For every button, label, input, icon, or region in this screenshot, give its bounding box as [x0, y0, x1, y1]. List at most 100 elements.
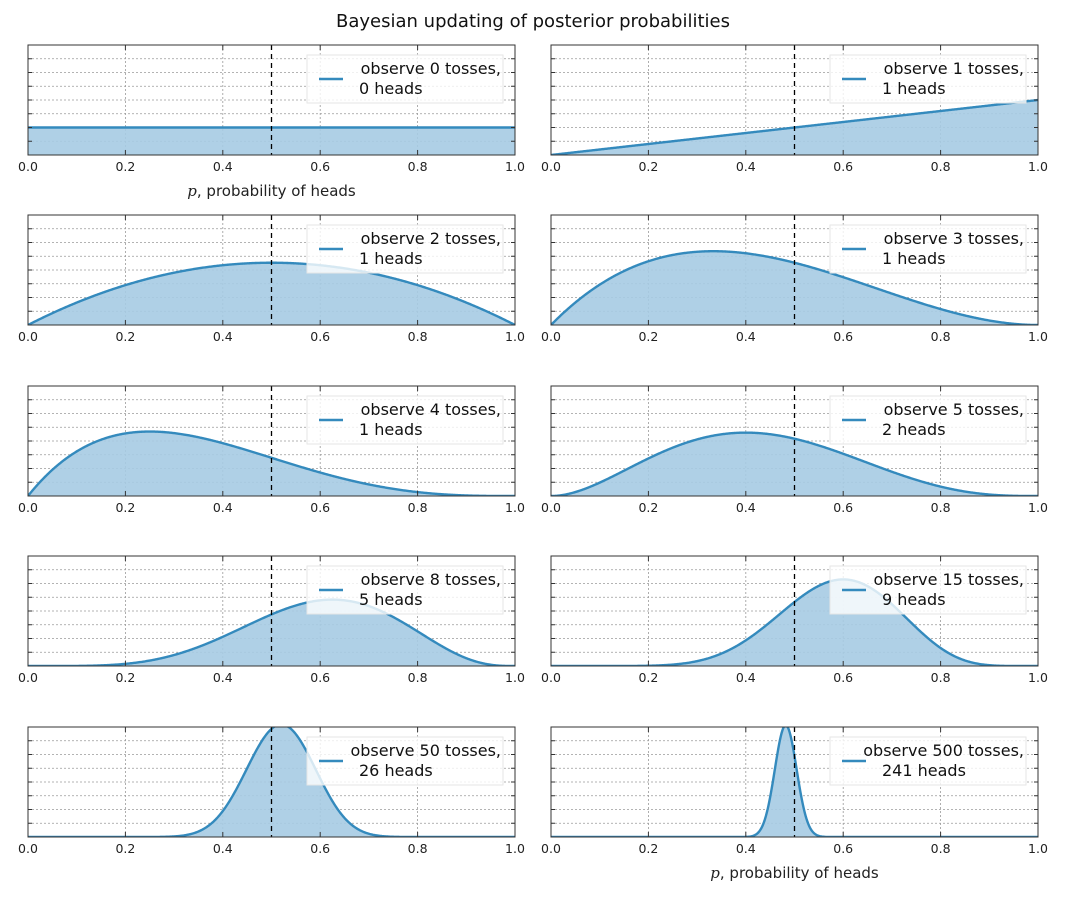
xtick-label: 0.6 — [310, 159, 330, 174]
xtick-label: 0.8 — [408, 670, 428, 685]
xtick-label: 0.6 — [310, 841, 330, 856]
legend-label-line2: 9 heads — [882, 590, 946, 609]
legend-label-line1: observe 1 tosses, — [884, 59, 1024, 78]
legend-label-line1: observe 8 tosses, — [361, 570, 501, 589]
legend: observe 15 tosses,9 heads — [829, 565, 1027, 615]
posterior-line — [551, 431, 1038, 496]
legend: observe 50 tosses,26 heads — [306, 736, 504, 786]
subplot-6: observe 5 tosses,2 heads 0.0 0.2 0.4 0.6 0.8 1… — [541, 385, 1048, 515]
xtick-label: 0.4 — [736, 670, 756, 685]
xtick-label: 0.0 — [541, 670, 561, 685]
xtick-label: 0.0 — [18, 841, 38, 856]
xtick-label: 0.4 — [736, 841, 756, 856]
legend-label-line1: observe 50 tosses, — [350, 741, 501, 760]
legend: observe 3 tosses,1 heads — [829, 224, 1027, 274]
xtick-label: 0.2 — [638, 670, 658, 685]
x-axis-label-variable: p — [710, 864, 720, 882]
xtick-label: 1.0 — [1028, 329, 1048, 344]
xtick-label: 1.0 — [505, 841, 525, 856]
xtick-label: 0.8 — [408, 159, 428, 174]
xtick-label: 0.2 — [115, 670, 135, 685]
xtick-label: 1.0 — [505, 670, 525, 685]
xtick-label: 0.8 — [931, 500, 951, 515]
xtick-label: 0.2 — [638, 159, 658, 174]
xtick-label: 1.0 — [505, 329, 525, 344]
xtick-label: 0.0 — [541, 500, 561, 515]
legend-label-line1: observe 5 tosses, — [884, 400, 1024, 419]
legend-label-line2: 1 heads — [359, 420, 423, 439]
xtick-label: 0.0 — [18, 500, 38, 515]
xtick-label: 1.0 — [1028, 500, 1048, 515]
xtick-label: 0.6 — [310, 500, 330, 515]
legend-label-line1: observe 3 tosses, — [884, 229, 1024, 248]
xtick-label: 1.0 — [1028, 159, 1048, 174]
legend: observe 500 tosses,241 heads — [829, 736, 1027, 786]
xtick-label: 0.8 — [931, 670, 951, 685]
legend-label-line2: 2 heads — [882, 420, 946, 439]
legend: observe 1 tosses,1 heads — [829, 54, 1027, 104]
xtick-label: 0.4 — [213, 500, 233, 515]
xtick-label: 0.4 — [736, 159, 756, 174]
xtick-label: 0.6 — [833, 670, 853, 685]
xtick-label: 1.0 — [1028, 670, 1048, 685]
legend-label-line1: observe 4 tosses, — [361, 400, 501, 419]
legend-label-line2: 241 heads — [882, 761, 966, 780]
legend-label-line2: 26 heads — [359, 761, 433, 780]
xtick-label: 0.6 — [833, 329, 853, 344]
legend-label-line2: 1 heads — [882, 249, 946, 268]
xtick-label: 0.8 — [408, 841, 428, 856]
xtick-label: 0.4 — [213, 159, 233, 174]
legend: observe 4 tosses,1 heads — [306, 395, 504, 445]
subplot-3: observe 2 tosses,1 heads 0.0 0.2 0.4 0.6 0.8 1… — [18, 214, 525, 344]
figure-title: Bayesian updating of posterior probabili… — [336, 11, 730, 32]
subplot-1: observe 0 tosses,0 heads 0.0 0.2 0.4 0.6 0.8 1… — [18, 44, 525, 200]
xtick-label: 0.4 — [213, 329, 233, 344]
x-axis-label-text: , probability of heads — [197, 182, 356, 200]
xtick-label: 0.4 — [213, 670, 233, 685]
xtick-label: 0.2 — [638, 841, 658, 856]
xtick-label: 0.2 — [115, 841, 135, 856]
legend: observe 5 tosses,2 heads — [829, 395, 1027, 445]
xtick-label: 0.6 — [310, 329, 330, 344]
legend-label-line2: 1 heads — [359, 249, 423, 268]
subplot-8: observe 15 tosses,9 heads 0.0 0.2 0.4 0.6 0.8… — [541, 555, 1048, 685]
xtick-label: 0.4 — [736, 500, 756, 515]
xtick-label: 0.4 — [213, 841, 233, 856]
xtick-label: 0.0 — [541, 841, 561, 856]
subplot-4: observe 3 tosses,1 heads 0.0 0.2 0.4 0.6 0.8 1… — [541, 214, 1048, 344]
xtick-label: 0.8 — [408, 329, 428, 344]
posterior-line — [28, 430, 515, 496]
xtick-label: 0.6 — [310, 670, 330, 685]
xtick-label: 1.0 — [505, 159, 525, 174]
xtick-label: 0.0 — [541, 329, 561, 344]
xtick-label: 0.2 — [115, 159, 135, 174]
legend-label-line2: 0 heads — [359, 79, 423, 98]
legend: observe 8 tosses,5 heads — [306, 565, 504, 615]
subplot-5: observe 4 tosses,1 heads 0.0 0.2 0.4 0.6 0.8 1… — [18, 385, 525, 515]
xtick-label: 1.0 — [505, 500, 525, 515]
subplot-7: observe 8 tosses,5 heads 0.0 0.2 0.4 0.6 0.8 1… — [18, 555, 525, 685]
x-axis-label-variable: p — [187, 182, 197, 200]
subplot-2: observe 1 tosses,1 heads 0.0 0.2 0.4 0.6 0.8 1… — [541, 44, 1048, 174]
x-axis-label-text: , probability of heads — [720, 864, 879, 882]
xtick-label: 0.0 — [541, 159, 561, 174]
legend-label-line2: 5 heads — [359, 590, 423, 609]
xtick-label: 0.0 — [18, 159, 38, 174]
xtick-label: 0.6 — [833, 841, 853, 856]
posterior-area — [28, 127, 515, 155]
xtick-label: 0.8 — [931, 329, 951, 344]
x-axis-label: p, probability of heads — [187, 182, 356, 200]
legend-label-line1: observe 0 tosses, — [361, 59, 501, 78]
x-axis-label: p, probability of heads — [710, 864, 879, 882]
xtick-label: 0.6 — [833, 500, 853, 515]
xtick-label: 0.6 — [833, 159, 853, 174]
xtick-label: 0.0 — [18, 670, 38, 685]
subplot-9: observe 50 tosses,26 heads 0.0 0.2 0.4 0.6 0.… — [18, 726, 525, 856]
xtick-label: 0.2 — [115, 329, 135, 344]
xtick-label: 0.2 — [115, 500, 135, 515]
legend-label-line1: observe 500 tosses, — [863, 741, 1024, 760]
legend-label-line1: observe 15 tosses, — [873, 570, 1024, 589]
legend: observe 2 tosses,1 heads — [306, 224, 504, 274]
subplot-grid: observe 0 tosses,0 heads 0.0 0.2 0.4 0.6 0.8 1… — [18, 44, 1048, 882]
